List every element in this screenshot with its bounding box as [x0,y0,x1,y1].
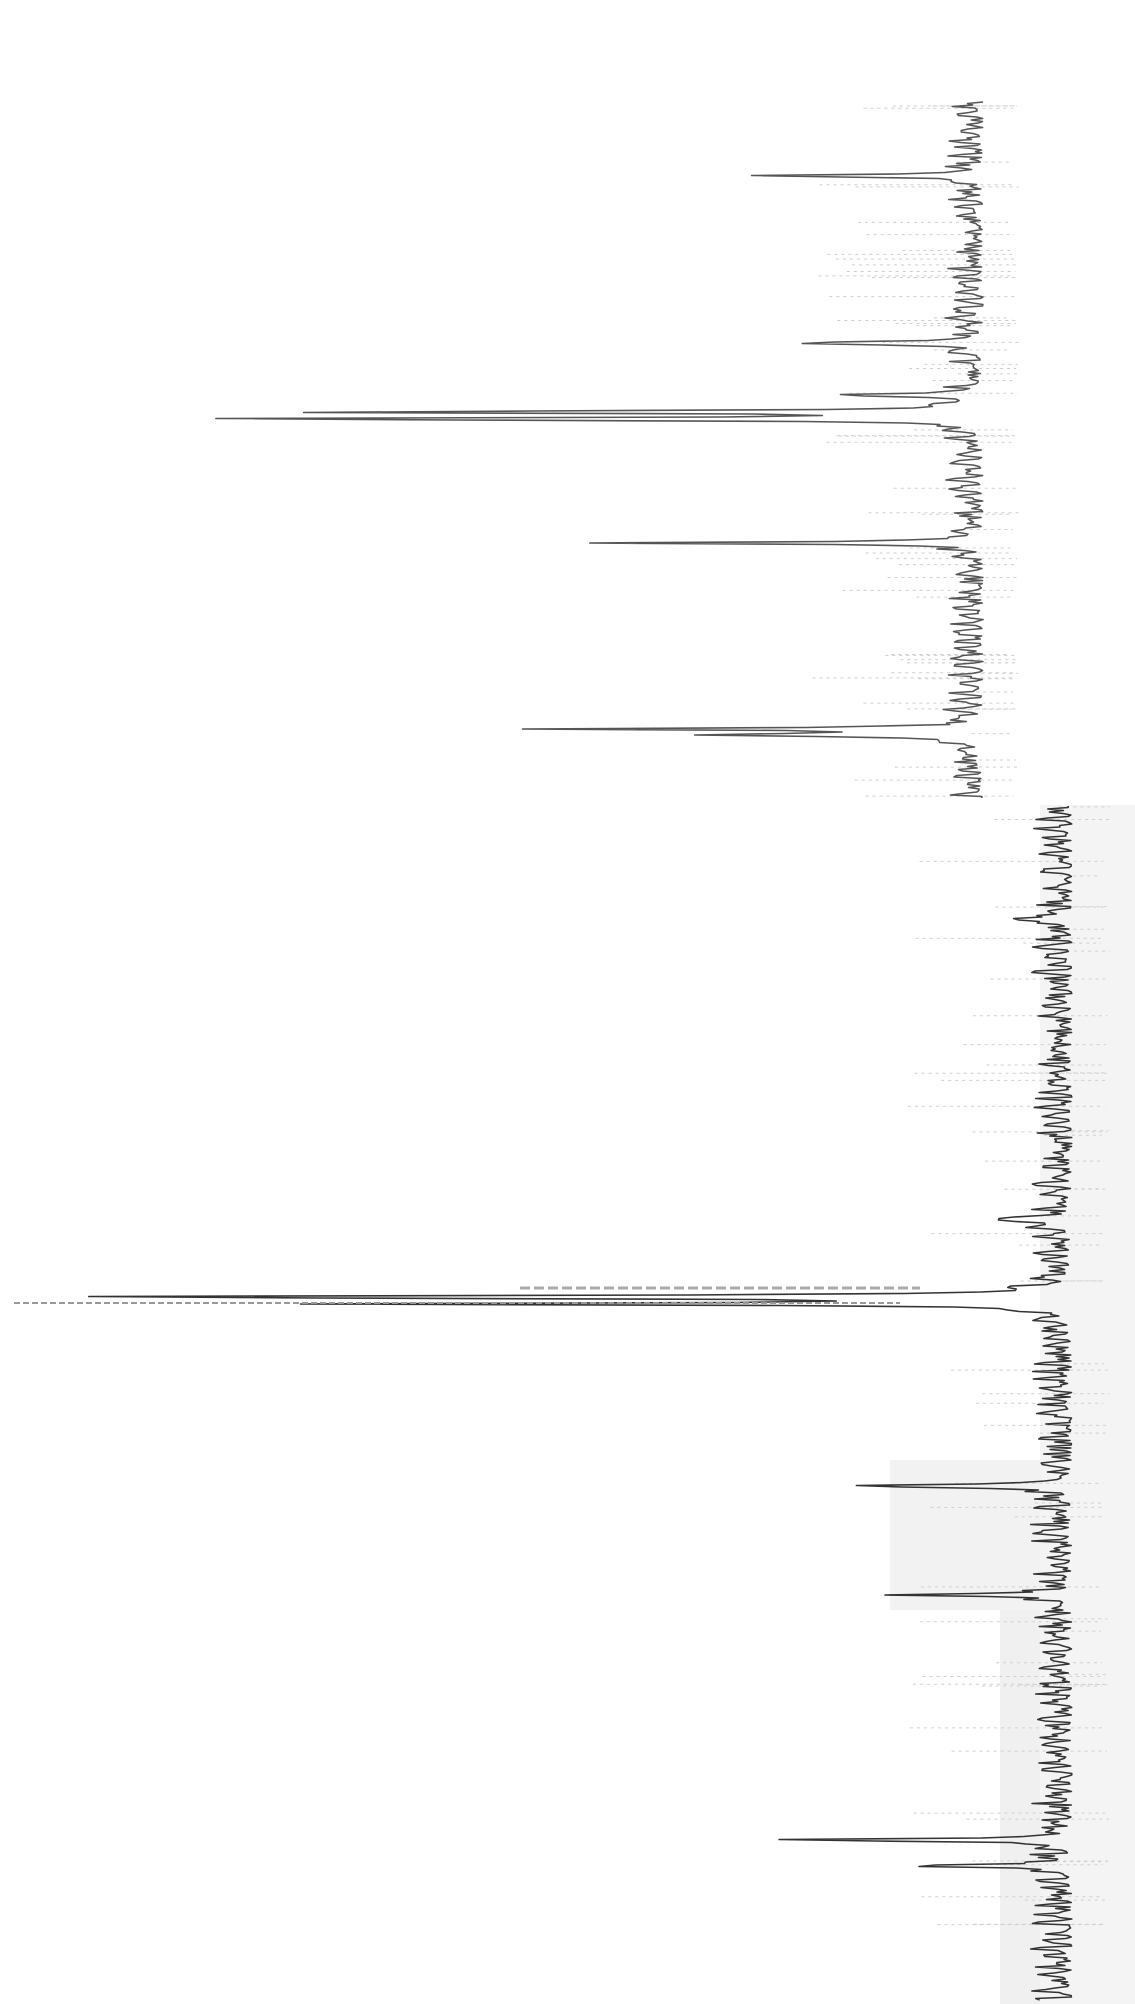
scan-shade [1000,1610,1040,2004]
spectrum-trace [215,101,984,799]
spectrum-trace [87,805,1073,2001]
